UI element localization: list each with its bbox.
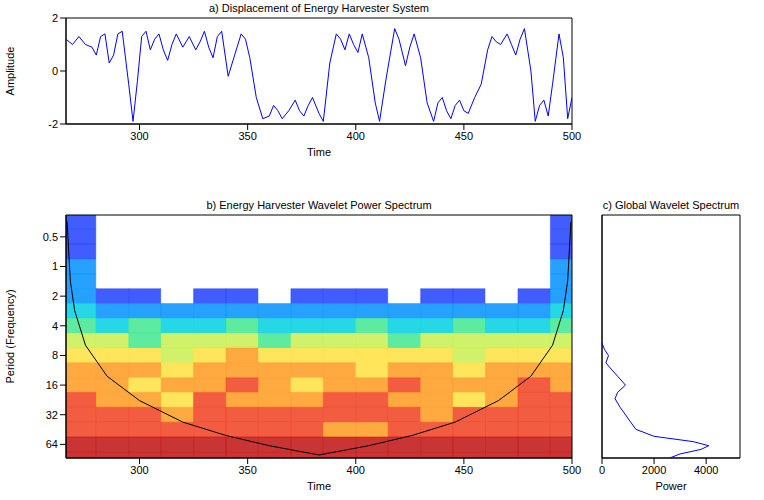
- svg-text:2000: 2000: [642, 464, 666, 476]
- svg-text:64: 64: [46, 438, 58, 450]
- svg-text:-2: -2: [48, 118, 58, 130]
- svg-text:500: 500: [563, 464, 581, 476]
- html-text:a) Displacement of Energy Harv: a) Displacement of Energy Harvester Syst…: [209, 2, 429, 14]
- svg-text:2: 2: [52, 12, 58, 24]
- html-text:c) Global Wavelet Spectrum: c) Global Wavelet Spectrum: [602, 199, 740, 211]
- svg-text:1: 1: [52, 260, 58, 272]
- svg-text:400: 400: [347, 464, 365, 476]
- svg-text:450: 450: [455, 464, 473, 476]
- svg-text:0.5: 0.5: [43, 231, 58, 243]
- html-text:b) Energy Harvester Wavelet Po: b) Energy Harvester Wavelet Power Spectr…: [206, 199, 432, 211]
- svg-text:2: 2: [52, 290, 58, 302]
- svg-text:450: 450: [455, 130, 473, 142]
- svg-text:Time: Time: [307, 146, 331, 158]
- svg-text:350: 350: [238, 464, 256, 476]
- svg-text:400: 400: [347, 130, 365, 142]
- svg-text:Amplitude: Amplitude: [4, 47, 16, 96]
- svg-text:8: 8: [52, 349, 58, 361]
- svg-text:0: 0: [52, 65, 58, 77]
- svg-text:350: 350: [238, 130, 256, 142]
- svg-text:Time: Time: [307, 480, 331, 492]
- svg-text:300: 300: [130, 464, 148, 476]
- svg-text:300: 300: [130, 130, 148, 142]
- svg-text:Period (Frequency): Period (Frequency): [4, 289, 16, 383]
- svg-text:32: 32: [46, 409, 58, 421]
- svg-text:16: 16: [46, 379, 58, 391]
- svg-text:4000: 4000: [694, 464, 718, 476]
- svg-text:500: 500: [563, 130, 581, 142]
- svg-text:0: 0: [599, 464, 605, 476]
- svg-text:4: 4: [52, 320, 58, 332]
- svg-text:Power: Power: [655, 480, 687, 492]
